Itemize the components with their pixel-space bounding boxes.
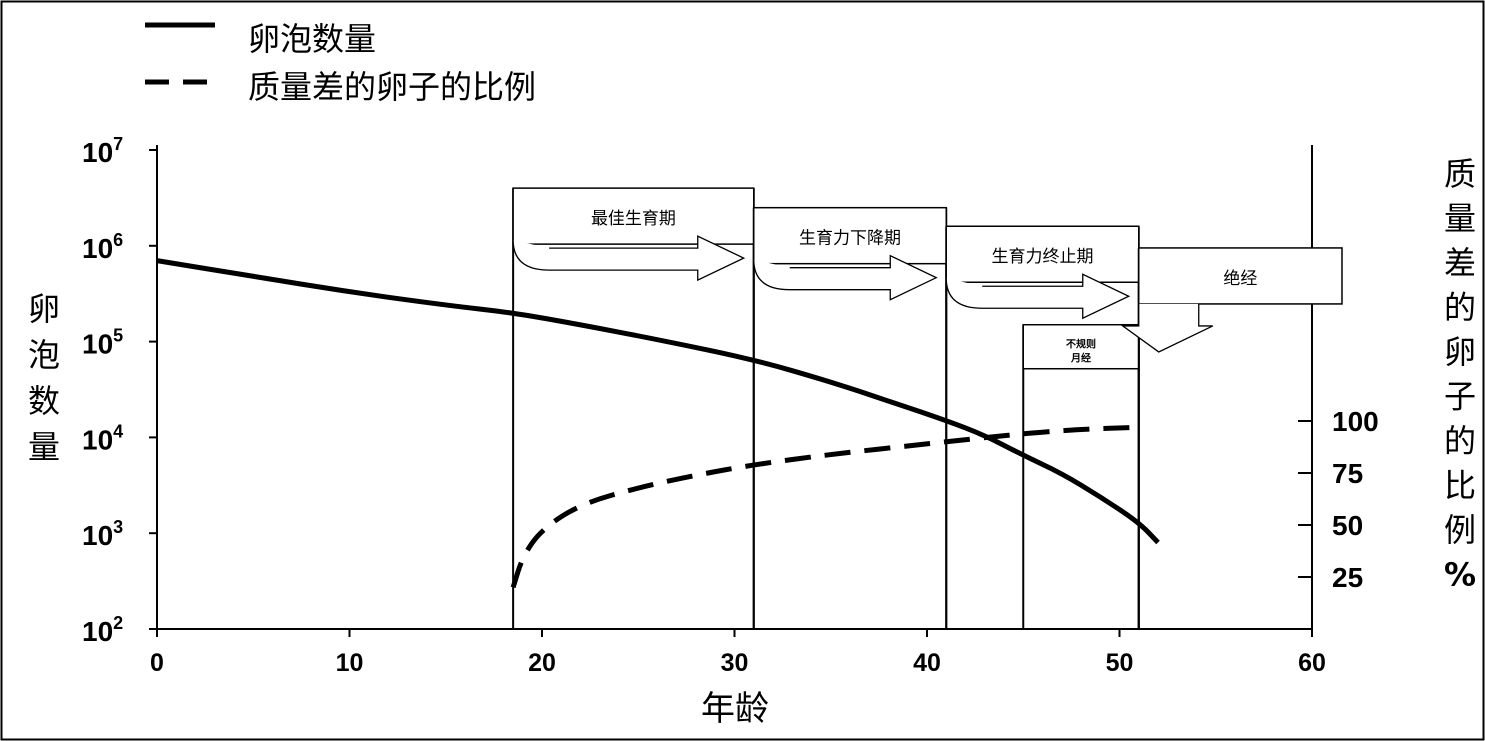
axes: 0 10 20 30 40 50 60 102 103 104 105 106 107 25 50 75 100… (28, 134, 1476, 729)
y-left-tick-label: 102 (82, 613, 123, 647)
x-tick-label: 10 (336, 649, 364, 677)
series-poor-quality-ratio-line (510, 424, 1139, 589)
series-follicle-count-line (156, 258, 1160, 545)
y-right-tick-label: 25 (1332, 562, 1363, 593)
phase-arrow (945, 273, 1131, 320)
y-left-tick-label: 105 (82, 326, 123, 360)
phase-label-box (1022, 323, 1140, 370)
legend: 卵泡数量 质量差的卵子的比例 (145, 20, 536, 106)
phase-label-box (512, 187, 755, 245)
x-axis-title: 年龄 (701, 689, 769, 729)
phase-label-box (945, 225, 1140, 283)
phase-arrow (512, 235, 746, 282)
y-right-tick-label: 75 (1332, 458, 1363, 489)
y-left-tick-label: 104 (82, 421, 123, 455)
series-lines (156, 258, 1160, 589)
phase-arrow (753, 254, 938, 301)
y-axis-right-title: 质量差的卵子的比例% (1444, 155, 1476, 594)
x-tick-label: 30 (721, 649, 749, 677)
x-tick-label: 50 (1106, 649, 1134, 677)
y-right-tick-label: 100 (1332, 406, 1379, 437)
y-right-tick-label: 50 (1332, 510, 1363, 541)
phase-label: 最佳生育期 (591, 209, 676, 229)
phase-label: 生育力终止期 (992, 247, 1094, 267)
x-tick-label: 60 (1298, 649, 1326, 677)
phase-label-box (753, 206, 947, 265)
phase-label-box (1138, 247, 1343, 305)
legend-label-poor-quality-ratio: 质量差的卵子的比例 (248, 68, 536, 106)
phase-arrow (1120, 303, 1214, 353)
phase-label: 生育力下降期 (799, 229, 901, 249)
y-left-tick-label: 107 (82, 134, 123, 168)
y-left-tick-label: 106 (82, 230, 123, 264)
y-left-tick-label: 103 (82, 517, 123, 551)
x-tick-label: 0 (150, 649, 164, 677)
x-tick-label: 40 (913, 649, 941, 677)
x-tick-label: 20 (528, 649, 556, 677)
y-axis-left-title: 卵泡数量 (28, 290, 60, 466)
legend-label-follicle-count: 卵泡数量 (248, 20, 376, 58)
phase-label: 绝经 (1223, 269, 1257, 289)
